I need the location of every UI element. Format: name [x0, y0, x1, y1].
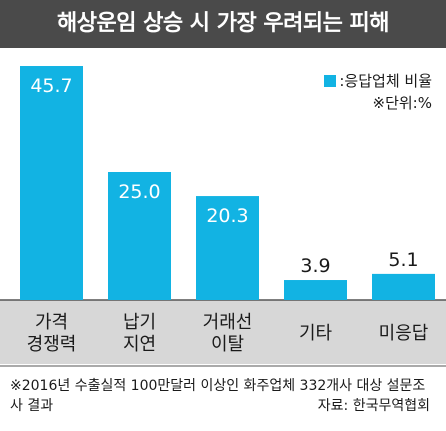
- bar-1: [20, 66, 83, 301]
- survey-note: ※2016년 수출실적 100만달러 이상인 화주업체 332개사 대상 설문조…: [10, 378, 426, 414]
- footnote-area: ※2016년 수출실적 100만달러 이상인 화주업체 332개사 대상 설문조…: [0, 368, 446, 431]
- category-label-2: 지연: [123, 334, 156, 355]
- bar-2: [108, 172, 171, 300]
- legend-swatch: [324, 75, 337, 87]
- legend-series-label: :응답업체 비율: [339, 72, 432, 90]
- bar-3: [196, 196, 259, 300]
- value-label-3: 20.3: [206, 205, 248, 227]
- legend: :응답업체 비율 ※단위:%: [324, 70, 432, 114]
- category-label-4: 기타: [299, 323, 333, 344]
- legend-series: :응답업체 비율: [324, 70, 432, 92]
- category-label-5: 미응답: [379, 323, 429, 344]
- value-label-4: 3.9: [300, 255, 330, 277]
- category-label-3: 거래선: [203, 312, 253, 333]
- value-label-5: 5.1: [388, 249, 418, 271]
- bar-5: [372, 273, 435, 300]
- category-label-3: 이탈: [211, 334, 244, 355]
- chart-title: 해상운임 상승 시 가장 우려되는 피해: [0, 0, 446, 48]
- bar-4: [284, 280, 347, 300]
- value-label-2: 25.0: [118, 181, 160, 203]
- source-credit: 자료: 한국무역협회: [317, 398, 430, 414]
- category-label-1: 가격: [35, 312, 68, 333]
- category-band: [0, 300, 446, 364]
- category-label-2: 납기: [123, 312, 156, 333]
- unit-note: ※단위:%: [372, 94, 432, 112]
- value-label-1: 45.7: [30, 75, 72, 97]
- category-label-1: 경쟁력: [27, 334, 77, 355]
